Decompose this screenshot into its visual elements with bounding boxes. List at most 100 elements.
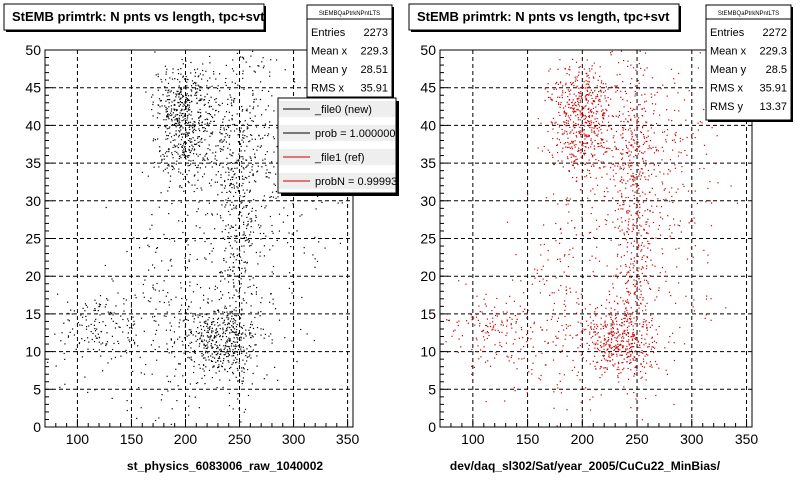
data-point <box>485 305 487 307</box>
data-point <box>242 359 244 361</box>
data-point <box>626 320 628 322</box>
data-point <box>630 87 632 89</box>
data-point <box>258 65 260 67</box>
data-point <box>627 164 630 166</box>
data-point <box>627 279 629 281</box>
data-point <box>224 136 226 138</box>
data-point <box>567 103 569 105</box>
data-point <box>656 333 659 335</box>
data-point <box>161 260 163 262</box>
data-point <box>196 211 198 213</box>
data-point <box>620 180 622 182</box>
data-point <box>178 102 180 104</box>
data-point <box>705 201 707 203</box>
data-point <box>257 105 259 107</box>
data-point <box>632 328 634 331</box>
data-point <box>168 114 170 116</box>
stats-label: RMS x <box>311 83 345 95</box>
data-point <box>117 340 119 342</box>
data-point <box>226 340 228 342</box>
data-point <box>224 368 226 370</box>
data-point <box>587 121 590 123</box>
data-point <box>460 346 462 348</box>
data-point <box>157 89 159 91</box>
data-point <box>191 90 193 92</box>
data-point <box>638 63 640 65</box>
data-point <box>244 333 246 335</box>
data-point <box>171 165 173 167</box>
data-point <box>616 162 618 164</box>
data-point <box>143 373 146 375</box>
data-point <box>217 194 219 196</box>
data-point <box>634 191 636 193</box>
data-point <box>205 320 207 322</box>
data-point <box>238 267 240 269</box>
data-point <box>86 326 88 328</box>
data-point <box>526 334 528 336</box>
data-point <box>622 169 624 171</box>
data-point <box>187 132 189 134</box>
data-point <box>604 339 606 341</box>
data-point <box>190 61 192 64</box>
data-point <box>182 344 184 346</box>
data-point <box>520 280 522 282</box>
data-point <box>617 346 619 348</box>
data-point <box>618 363 620 365</box>
data-point <box>231 226 233 228</box>
data-point <box>631 145 633 147</box>
data-point <box>180 114 183 116</box>
data-point <box>596 246 598 248</box>
data-point <box>452 330 455 332</box>
data-point <box>225 225 227 227</box>
data-point <box>658 164 660 167</box>
data-point <box>557 387 559 389</box>
data-point <box>619 354 621 356</box>
data-point <box>595 257 597 259</box>
data-point <box>193 175 195 177</box>
data-point <box>232 373 234 375</box>
data-point <box>542 278 544 280</box>
data-point <box>270 59 272 61</box>
data-point <box>218 104 220 106</box>
data-point <box>604 322 606 324</box>
data-point <box>152 316 154 318</box>
data-point <box>192 131 194 133</box>
data-point <box>194 174 196 176</box>
data-point <box>242 332 244 334</box>
data-point <box>290 246 292 248</box>
data-point <box>226 157 228 159</box>
data-point <box>633 175 635 178</box>
data-point <box>596 307 598 309</box>
data-point <box>555 88 558 90</box>
data-point <box>571 102 573 104</box>
data-point <box>635 69 637 71</box>
data-point <box>509 316 511 319</box>
data-point <box>628 325 630 327</box>
data-point <box>596 328 598 330</box>
data-point <box>165 109 167 111</box>
data-point <box>235 362 237 364</box>
data-point <box>190 331 192 333</box>
data-point <box>593 323 595 325</box>
data-point <box>187 319 189 321</box>
data-point <box>233 345 235 347</box>
data-point <box>193 318 195 320</box>
data-point <box>642 152 644 154</box>
data-point <box>703 167 705 170</box>
data-point <box>598 98 600 100</box>
data-point <box>581 109 583 111</box>
data-point <box>246 136 248 138</box>
data-point <box>614 332 616 334</box>
data-point <box>523 346 525 348</box>
data-point <box>171 78 174 80</box>
data-point <box>550 98 552 100</box>
data-point <box>638 173 641 175</box>
data-point <box>232 70 235 72</box>
data-point <box>231 315 233 317</box>
data-point <box>198 201 200 203</box>
data-point <box>597 325 599 328</box>
data-point <box>608 290 610 292</box>
data-point <box>628 129 630 131</box>
data-point <box>600 138 602 140</box>
data-point <box>165 111 167 113</box>
